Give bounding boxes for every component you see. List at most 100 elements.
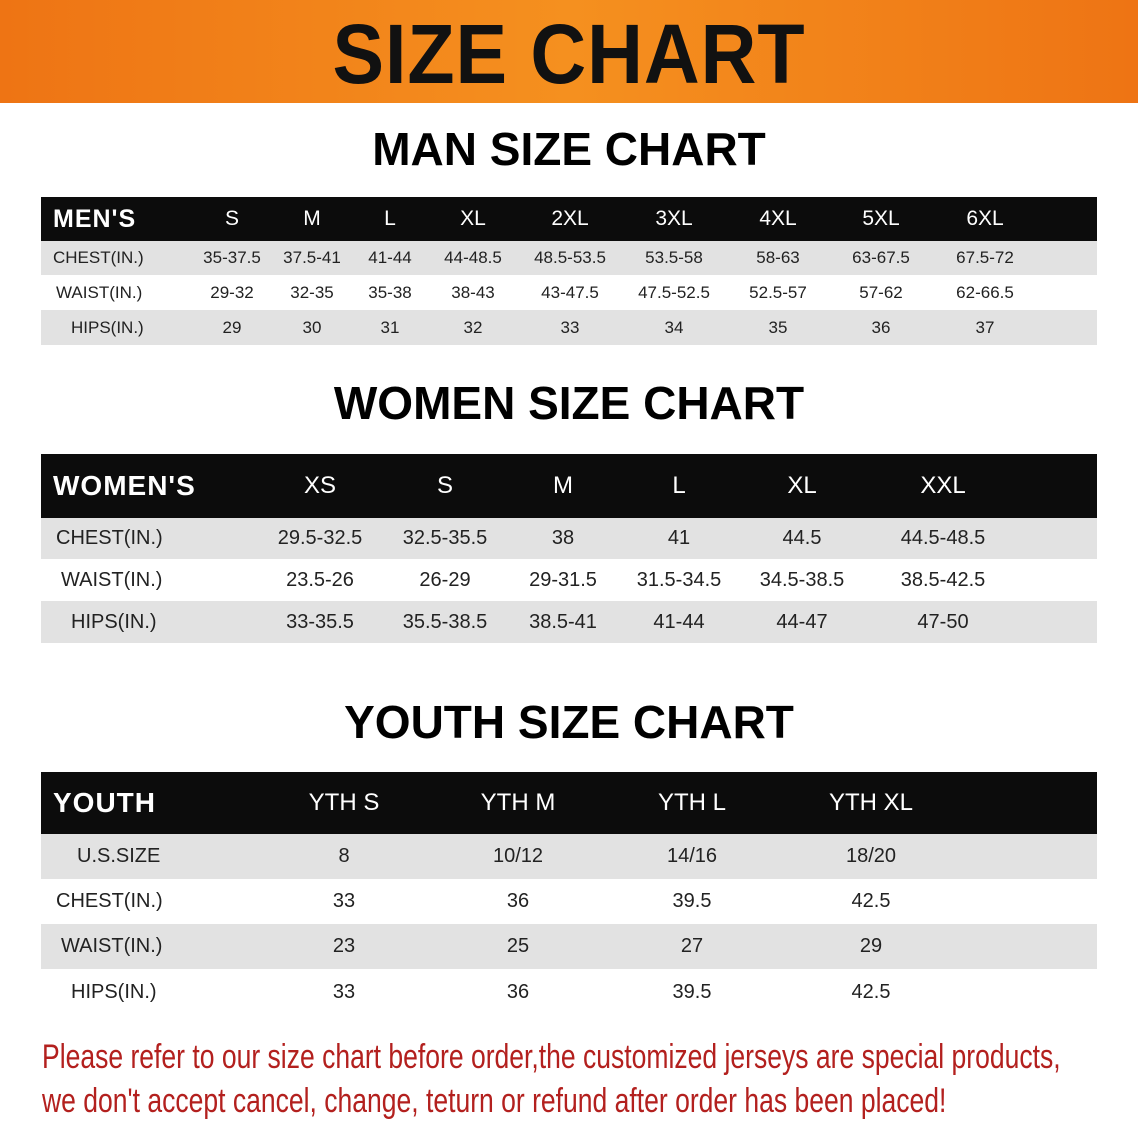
youth-section-title: YOUTH SIZE CHART: [344, 696, 794, 748]
size-column-header: XXL: [920, 472, 966, 499]
table-row: HIPS(IN.) 33 36 39.5 42.5: [41, 969, 1097, 1015]
measurement-cell: 41: [667, 527, 691, 549]
measurement-cell: 10/12: [492, 845, 544, 867]
size-column-header: YTH S: [308, 789, 380, 816]
measurement-cell: 58-63: [756, 248, 800, 267]
measurement-cell: 27: [680, 935, 704, 957]
measurement-cell: 53.5-58: [645, 248, 703, 267]
title-banner: SIZE CHART: [0, 0, 1138, 103]
measurement-cell: 33: [560, 317, 580, 337]
measurement-cell: 33: [332, 890, 356, 912]
row-label: CHEST(IN.): [53, 248, 144, 267]
measurement-cell: 35-38: [368, 282, 412, 302]
measurement-cell: 29-31.5: [529, 568, 597, 591]
men-size-table: MEN'S S M L XL 2XL 3XL 4XL 5XL 6XL CHEST(IN.) 35-37…: [41, 197, 1097, 345]
size-column-header: YTH L: [657, 789, 727, 816]
row-label: WAIST(IN.): [56, 282, 143, 302]
measurement-cell: 43-47.5: [541, 282, 599, 302]
measurement-cell: 35-37.5: [203, 248, 261, 267]
measurement-cell: 32-35: [290, 282, 334, 302]
size-column-header: YTH XL: [828, 789, 914, 816]
table-row: HIPS(IN.) 33-35.5 35.5-38.5 38.5-41 41-44 44-…: [41, 601, 1097, 643]
row-label: CHEST(IN.): [56, 527, 163, 549]
measurement-cell: 44.5: [782, 527, 822, 549]
row-label: HIPS(IN.): [71, 980, 157, 1003]
measurement-cell: 33-35.5: [286, 610, 354, 633]
measurement-cell: 62-66.5: [956, 282, 1014, 302]
measurement-cell: 23: [332, 935, 356, 957]
men-header-label: MEN'S: [53, 204, 137, 233]
table-row: HIPS(IN.) 29 30 31 32 33 34 35 36 37: [41, 310, 1097, 345]
size-column-header: M: [303, 207, 321, 230]
table-row: CHEST(IN.) 29.5-32.5 32.5-35.5 38 41 44.5 44.5…: [41, 518, 1097, 559]
size-column-header: XS: [303, 472, 337, 499]
measurement-cell: 30: [302, 317, 322, 337]
size-column-header: 4XL: [759, 207, 797, 230]
size-column-header: 2XL: [551, 207, 589, 230]
women-section-title: WOMEN SIZE CHART: [333, 377, 805, 429]
row-label: HIPS(IN.): [71, 610, 157, 633]
measurement-cell: 57-62: [859, 282, 903, 302]
measurement-cell: 35.5-38.5: [402, 610, 488, 633]
size-column-header: S: [224, 207, 240, 230]
size-column-header: 3XL: [655, 207, 693, 230]
measurement-cell: 18/20: [845, 845, 897, 867]
women-header-label: WOMEN'S: [53, 470, 196, 501]
measurement-cell: 47-50: [917, 610, 969, 633]
measurement-cell: 41-44: [653, 610, 705, 633]
size-column-header: L: [672, 472, 686, 499]
measurement-cell: 25: [506, 935, 530, 957]
size-column-header: YTH M: [480, 789, 556, 816]
measurement-cell: 47.5-52.5: [638, 282, 710, 302]
measurement-cell: 34: [664, 317, 684, 337]
measurement-cell: 35: [768, 317, 788, 337]
measurement-cell: 29: [859, 935, 883, 957]
measurement-cell: 36: [506, 980, 530, 1003]
row-label: HIPS(IN.): [71, 317, 144, 337]
measurement-cell: 38-43: [451, 282, 495, 302]
measurement-cell: 29: [222, 317, 242, 337]
men-section-title: MAN SIZE CHART: [372, 123, 766, 175]
size-column-header: 5XL: [862, 207, 900, 230]
youth-header-label: YOUTH: [53, 787, 156, 818]
table-row: CHEST(IN.) 33 36 39.5 42.5: [41, 879, 1097, 924]
measurement-cell: 44-48.5: [444, 248, 502, 267]
measurement-cell: 39.5: [672, 980, 712, 1003]
measurement-cell: 38.5-42.5: [900, 568, 986, 591]
row-label: WAIST(IN.): [61, 935, 163, 957]
women-header-row: WOMEN'S XS S M L XL XXL: [41, 454, 1097, 518]
table-row: WAIST(IN.) 29-32 32-35 35-38 38-43 43-47.5 47.…: [41, 275, 1097, 310]
measurement-cell: 37.5-41: [283, 248, 341, 267]
size-column-header: XL: [787, 472, 817, 499]
measurement-cell: 36: [871, 317, 891, 337]
row-label: CHEST(IN.): [56, 890, 163, 912]
measurement-cell: 23.5-26: [286, 568, 354, 591]
measurement-cell: 41-44: [368, 248, 412, 267]
measurement-cell: 14/16: [666, 845, 718, 867]
row-label: WAIST(IN.): [61, 568, 163, 591]
size-column-header: XL: [460, 207, 486, 230]
notice-line-2: we don't accept cancel, change, teturn o…: [42, 1082, 947, 1120]
measurement-cell: 31.5-34.5: [636, 568, 722, 591]
size-column-header: M: [553, 472, 573, 499]
youth-header-row: YOUTH YTH S YTH M YTH L YTH XL: [41, 772, 1097, 834]
measurement-cell: 34.5-38.5: [759, 568, 845, 591]
measurement-cell: 52.5-57: [749, 282, 807, 302]
measurement-cell: 33: [332, 980, 356, 1003]
measurement-cell: 42.5: [851, 980, 891, 1003]
measurement-cell: 8: [338, 845, 350, 867]
size-column-header: S: [436, 472, 454, 499]
measurement-cell: 29-32: [210, 282, 254, 302]
notice-line-1: Please refer to our size chart before or…: [42, 1038, 1061, 1076]
measurement-cell: 67.5-72: [956, 248, 1014, 267]
row-label: U.S.SIZE: [77, 845, 161, 867]
table-row: WAIST(IN.) 23.5-26 26-29 29-31.5 31.5-34.5 34…: [41, 559, 1097, 601]
measurement-cell: 63-67.5: [852, 248, 910, 267]
men-header-row: MEN'S S M L XL 2XL 3XL 4XL 5XL 6XL: [41, 197, 1097, 241]
measurement-cell: 32.5-35.5: [402, 527, 488, 549]
women-size-table: WOMEN'S XS S M L XL XXL CHEST(IN.) 29.5-32.5 32.5…: [41, 454, 1097, 643]
table-row: CHEST(IN.) 35-37.5 37.5-41 41-44 44-48.5 48.5…: [41, 241, 1097, 275]
measurement-cell: 26-29: [419, 568, 471, 591]
table-row: WAIST(IN.) 23 25 27 29: [41, 924, 1097, 969]
size-column-header: L: [384, 207, 396, 230]
